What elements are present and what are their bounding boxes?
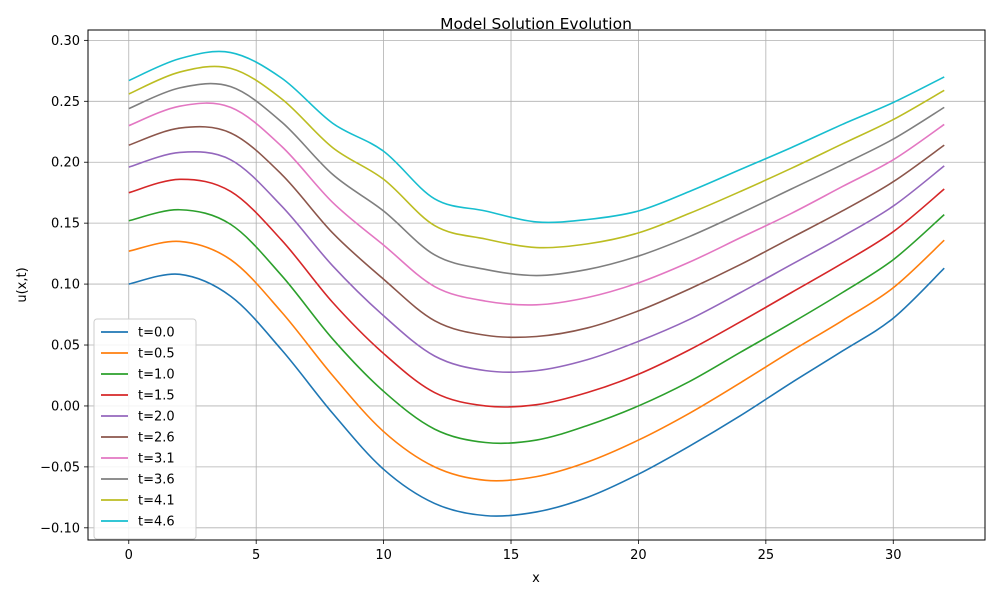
x-tick-label: 25 bbox=[758, 548, 775, 563]
series-line-t=1.0 bbox=[128, 208, 945, 445]
series-line-t=2.0 bbox=[128, 151, 945, 374]
legend-label: t=0.5 bbox=[138, 347, 175, 362]
legend-label: t=3.1 bbox=[138, 452, 175, 467]
y-tick-label: 0.25 bbox=[51, 95, 80, 110]
x-axis: 0 5 10 15 20 25 30 bbox=[125, 540, 902, 563]
legend-label: t=2.6 bbox=[138, 431, 175, 446]
legend-label: t=2.0 bbox=[138, 410, 175, 425]
x-axis-label: x bbox=[532, 571, 540, 586]
series-line-t=4.6 bbox=[128, 50, 945, 224]
y-tick-label: −0.10 bbox=[40, 521, 80, 536]
x-tick-label: 15 bbox=[503, 548, 520, 563]
series-line-t=0.0 bbox=[128, 267, 945, 517]
legend-label: t=0.0 bbox=[138, 326, 175, 341]
legend-label: t=3.6 bbox=[138, 473, 175, 488]
plot-lines bbox=[128, 50, 945, 517]
y-axis-label: u(x,t) bbox=[15, 267, 30, 302]
y-tick-label: 0.15 bbox=[51, 217, 80, 232]
legend: t=0.0 t=0.5 t=1.0 t=1.5 t=2.0 t=2.6 t=3.1 t=3.6… bbox=[93, 318, 197, 540]
y-tick-label: 0.00 bbox=[51, 399, 80, 414]
y-axis: −0.10 −0.05 0.00 0.05 0.10 0.15 0.20 0.25 0.30 bbox=[40, 34, 88, 536]
series-line-t=4.1 bbox=[128, 65, 945, 249]
chart-title: Model Solution Evolution bbox=[440, 15, 632, 33]
x-tick-label: 20 bbox=[630, 548, 647, 563]
legend-label: t=1.5 bbox=[138, 389, 175, 404]
series-line-t=3.1 bbox=[128, 102, 945, 306]
y-tick-label: −0.05 bbox=[40, 460, 80, 475]
legend-label: t=4.6 bbox=[138, 515, 175, 530]
x-tick-label: 0 bbox=[125, 548, 133, 563]
y-tick-label: 0.10 bbox=[51, 278, 80, 293]
series-line-t=1.5 bbox=[128, 178, 945, 408]
legend-label: t=1.0 bbox=[138, 368, 175, 383]
x-tick-label: 30 bbox=[885, 548, 902, 563]
plot-frame bbox=[87, 29, 986, 541]
legend-label: t=4.1 bbox=[138, 494, 175, 509]
series-line-t=0.5 bbox=[128, 239, 945, 482]
series-line-t=3.6 bbox=[128, 82, 945, 277]
y-tick-label: 0.30 bbox=[51, 34, 80, 49]
grid bbox=[88, 30, 985, 540]
x-tick-label: 5 bbox=[252, 548, 260, 563]
x-tick-label: 10 bbox=[375, 548, 392, 563]
y-tick-label: 0.20 bbox=[51, 156, 80, 171]
series-line-t=2.6 bbox=[128, 125, 945, 339]
y-tick-label: 0.05 bbox=[51, 339, 80, 354]
